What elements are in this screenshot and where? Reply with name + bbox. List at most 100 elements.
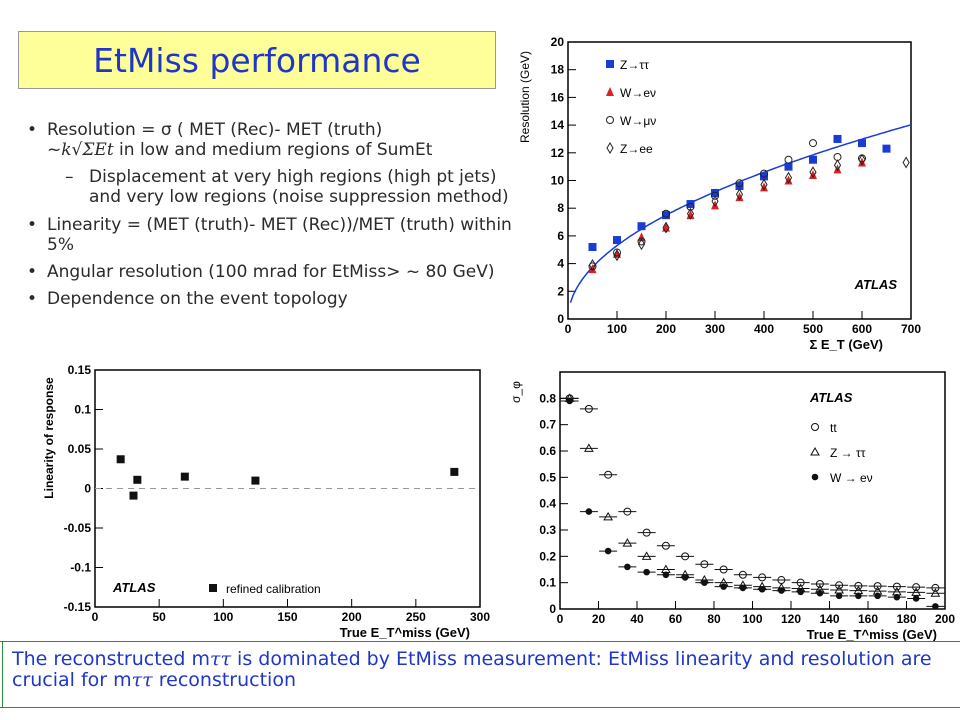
x-tick-label: 50 [152, 610, 166, 624]
data-point [700, 560, 709, 569]
data-point [637, 222, 646, 231]
data-point [711, 188, 719, 197]
x-tick-label: 80 [707, 612, 721, 626]
data-point [720, 583, 727, 590]
data-point [735, 179, 744, 188]
data-point [686, 202, 695, 211]
data-point [858, 153, 866, 166]
title-box: EtMiss performance [18, 31, 496, 89]
data-point [585, 508, 593, 515]
x-tick-label: 200 [342, 610, 362, 624]
legend-marker [606, 142, 614, 154]
data-point [662, 221, 670, 234]
data-point [588, 242, 597, 251]
x-tick-label: 0 [92, 610, 99, 624]
data-point [874, 592, 881, 600]
data-point [719, 565, 728, 574]
data-point [681, 574, 689, 581]
note-part: The reconstructed m [12, 648, 210, 670]
angular-plot-svg: 0 20 40 60 80 100 120 140 160 180 200 0 0.1 0.2 0.3 0.4… [509, 371, 955, 642]
y-tick-label: 14 [551, 118, 565, 132]
data-point [735, 188, 744, 201]
data-point [180, 472, 189, 481]
atlas-label: ATLAS [112, 580, 156, 595]
bullet-linearity: • Linearity = (MET (truth)- MET (Rec))/M… [27, 215, 512, 255]
bullet-suffix: in low and medium regions of SumEt [113, 140, 433, 160]
data-point [116, 455, 125, 464]
data-point [701, 579, 708, 586]
note-part: reconstruction [152, 669, 296, 691]
data-point [642, 528, 651, 537]
series-square-filled [588, 134, 891, 251]
x-tick-label: 140 [819, 612, 839, 626]
data-point [835, 581, 844, 590]
data-point [855, 592, 862, 600]
data-point [662, 211, 670, 220]
y-tick-label: 0.7 [539, 418, 556, 432]
note-tautau: ττ [131, 669, 153, 691]
x-tick-label: 0 [565, 322, 572, 336]
legend-marker [606, 116, 614, 124]
legend-label: Z → ττ [830, 446, 866, 460]
y-tick-label: 20 [551, 35, 565, 49]
x-tick-label: 100 [607, 322, 627, 336]
data-point [784, 155, 793, 164]
y-tick-label: 18 [551, 63, 565, 77]
bullet-text: Resolution = σ ( MET (Rec)- MET (truth) [47, 120, 383, 140]
data-point [584, 443, 594, 452]
data-point [613, 236, 621, 245]
data-point [622, 538, 633, 547]
legend-marker [811, 423, 819, 431]
atlas-label: ATLAS [854, 277, 898, 292]
data-point [833, 164, 842, 174]
data-point [686, 207, 695, 220]
data-point [816, 589, 824, 597]
x-axis-label: True E_T^miss (GeV) [340, 625, 470, 640]
note-tautau: ττ [209, 648, 232, 670]
data-point [624, 563, 631, 571]
y-tick-label: 16 [551, 90, 565, 104]
y-tick-label: 10 [551, 174, 565, 188]
legend-marker [811, 473, 819, 481]
x-tick-label: 180 [896, 612, 916, 626]
y-tick-label: 8 [557, 201, 564, 215]
data-point [641, 551, 652, 560]
y-tick-label: 0.3 [539, 523, 556, 537]
legend-marker [606, 60, 614, 68]
y-tick-label: 0.15 [68, 363, 92, 377]
bullet-angular: • Angular resolution (100 mrad for EtMis… [27, 262, 512, 282]
sub-bullet-displacement: – Displacement at very high regions (hig… [27, 167, 512, 207]
bullet-text: Displacement at very high regions (high … [89, 167, 509, 207]
bullet-text: Angular resolution (100 mrad for EtMiss>… [47, 262, 495, 282]
series-diamond-open [588, 153, 910, 271]
y-tick-label: 0.4 [539, 497, 556, 511]
data-point [809, 155, 817, 164]
data-point [739, 584, 747, 592]
x-tick-label: 200 [935, 612, 955, 626]
data-point [603, 511, 613, 521]
bullet-dot: • [27, 215, 38, 235]
x-tick-label: 700 [901, 322, 921, 336]
x-tick-label: 0 [557, 612, 564, 626]
slide-title: EtMiss performance [93, 40, 421, 80]
x-axis-label: True E_T^miss (GeV) [807, 627, 937, 642]
data-point [129, 491, 138, 500]
atlas-label: ATLAS [809, 390, 853, 405]
legend-label: W→μν [620, 114, 656, 128]
fit-curve [569, 124, 912, 303]
data-point [604, 547, 612, 555]
data-point [758, 573, 767, 582]
data-point [711, 200, 719, 210]
series-linearity [116, 455, 459, 500]
data-point [758, 585, 766, 593]
data-point [809, 169, 817, 179]
data-point [854, 581, 863, 590]
y-tick-label: 0.05 [68, 442, 92, 456]
y-axis-label: Linearity of response [42, 377, 56, 499]
x-tick-label: 200 [656, 322, 676, 336]
x-tick-label: 150 [277, 610, 297, 624]
data-point [637, 238, 646, 251]
x-tick-label: 20 [592, 612, 606, 626]
y-tick-label: 0 [84, 482, 91, 496]
data-point [833, 159, 842, 172]
